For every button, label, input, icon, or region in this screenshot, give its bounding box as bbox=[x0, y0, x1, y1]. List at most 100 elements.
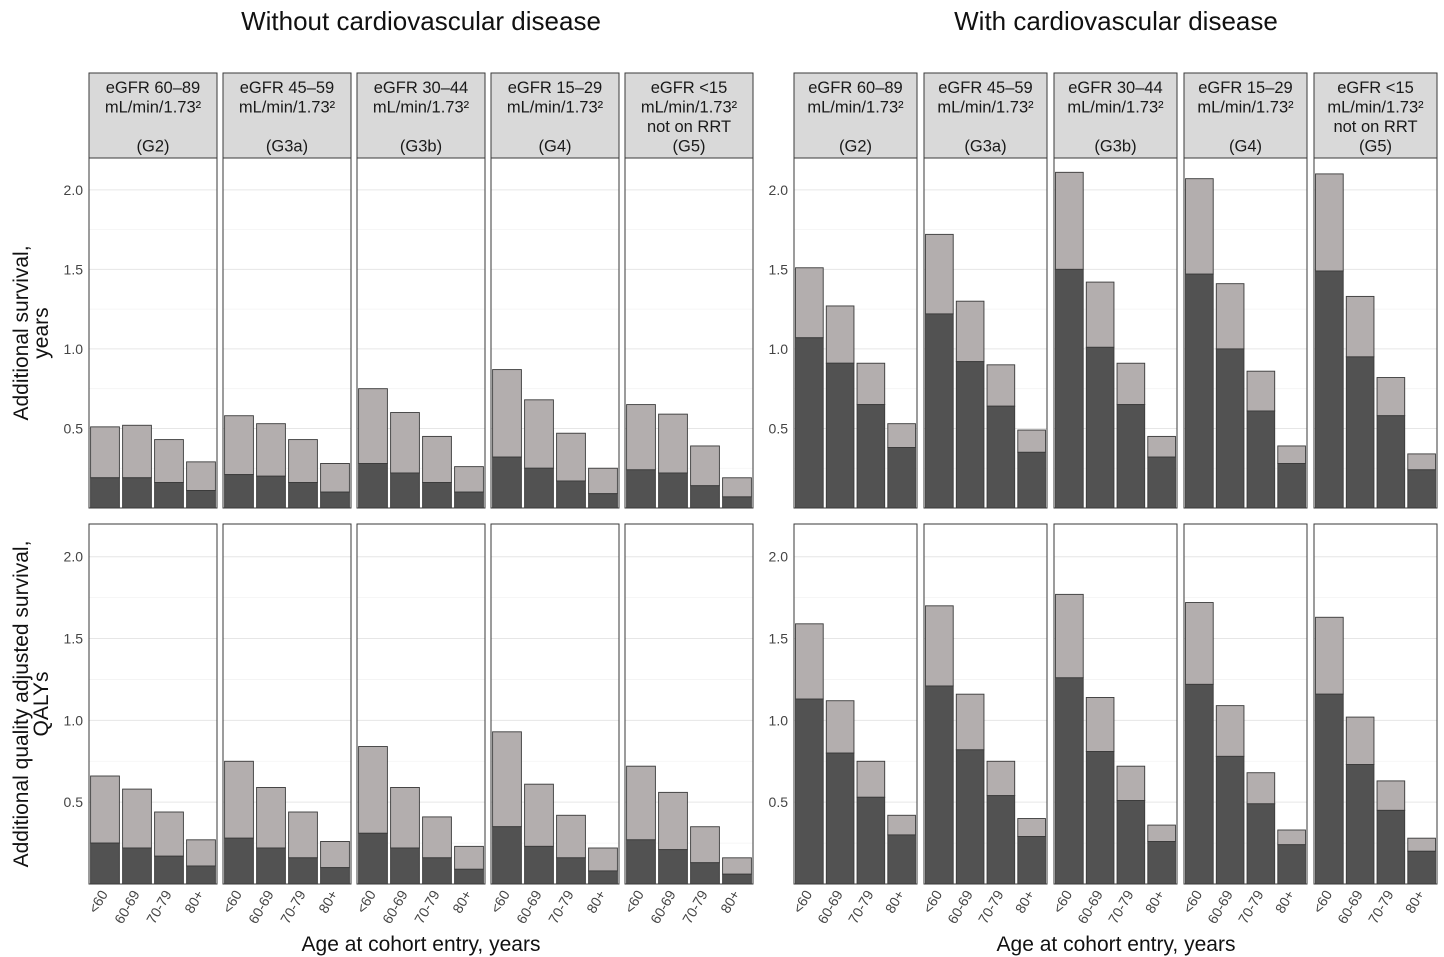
bar-segment-dark bbox=[154, 482, 184, 509]
bar-segment-dark bbox=[722, 873, 752, 885]
bar-segment-dark bbox=[1246, 803, 1276, 885]
bar-segment-dark bbox=[90, 842, 120, 885]
bar-segment-light bbox=[422, 435, 452, 483]
bar-segment-dark bbox=[722, 496, 752, 509]
bar-segment-dark bbox=[690, 485, 720, 509]
strip-label-line: mL/min/1.73² bbox=[105, 99, 202, 117]
x-tick-label: 60-69 bbox=[111, 887, 143, 926]
bar-segment-dark bbox=[224, 837, 254, 885]
x-tick-label: 80+ bbox=[583, 887, 609, 916]
bar-segment-dark bbox=[556, 480, 586, 509]
bar-segment-light bbox=[955, 693, 985, 751]
strip-label-line: (G3b) bbox=[1094, 138, 1136, 156]
x-tick-label: <60 bbox=[487, 887, 513, 916]
bar-segment-light bbox=[524, 783, 554, 847]
bar-segment-light bbox=[1185, 602, 1214, 685]
group-title-without-cvd: Without cardiovascular disease bbox=[241, 6, 601, 36]
bar-segment-light bbox=[925, 233, 954, 315]
bar-segment-light bbox=[588, 847, 618, 872]
bar-segment-light bbox=[1055, 593, 1084, 679]
bar-segment-light bbox=[122, 788, 152, 849]
bar-segment-dark bbox=[1185, 273, 1214, 509]
panel-border bbox=[356, 523, 486, 885]
bar-segment-dark bbox=[1277, 844, 1306, 885]
strip-label-line: (G5) bbox=[1359, 138, 1392, 156]
bar-segment-dark bbox=[825, 362, 855, 509]
y-tick-label: 1.5 bbox=[769, 631, 789, 647]
x-tick-label: <60 bbox=[621, 887, 647, 916]
x-tick-label: 60-69 bbox=[1074, 887, 1106, 926]
y-tick-label: 0.5 bbox=[64, 420, 84, 436]
bar-segment-dark bbox=[1407, 850, 1436, 885]
y-axis-title-line: Additional survival, bbox=[10, 245, 33, 420]
bar-segment-light bbox=[1345, 295, 1375, 358]
facet-strip-without-cvd-g5 bbox=[624, 72, 754, 159]
bar-segment-dark bbox=[358, 832, 388, 885]
panel-border bbox=[356, 157, 486, 509]
bar-segment-light bbox=[986, 364, 1016, 407]
y-tick-label: 2.0 bbox=[64, 182, 84, 198]
panel-border bbox=[793, 523, 918, 885]
bar-segment-light bbox=[90, 775, 120, 844]
bar-segment-light bbox=[690, 826, 720, 864]
bar-segment-dark bbox=[1246, 410, 1276, 509]
panel-border bbox=[793, 157, 918, 509]
bar-segment-dark bbox=[1215, 755, 1245, 885]
x-axis-title: Age at cohort entry, years bbox=[302, 933, 541, 956]
bar-segment-light bbox=[1246, 370, 1276, 412]
strip-label-line: eGFR 30–44 bbox=[374, 79, 468, 97]
bar-segment-light bbox=[1147, 435, 1176, 458]
bar-segment-light bbox=[524, 399, 554, 469]
x-tick-label: <60 bbox=[919, 887, 945, 916]
bar-segment-dark bbox=[1407, 469, 1436, 509]
bar-segment-light bbox=[422, 816, 452, 859]
x-tick-label: 60-69 bbox=[814, 887, 846, 926]
x-axis-title: Age at cohort entry, years bbox=[997, 933, 1236, 956]
bar-segment-light bbox=[887, 814, 916, 836]
bar-segment-light bbox=[320, 463, 350, 493]
bar-segment-light bbox=[390, 412, 420, 474]
panel-border bbox=[1053, 523, 1178, 885]
bar-segment-dark bbox=[690, 862, 720, 885]
bar-segment-light bbox=[795, 623, 824, 700]
bar-segment-dark bbox=[288, 857, 318, 885]
strip-label-line: (G3b) bbox=[400, 138, 442, 156]
bar-segment-dark bbox=[1345, 764, 1375, 885]
x-tick-label: 80+ bbox=[882, 887, 908, 916]
bar-segment-light bbox=[358, 388, 388, 464]
x-tick-label: <60 bbox=[353, 887, 379, 916]
bar-segment-light bbox=[1055, 171, 1084, 270]
y-tick-label: 1.0 bbox=[769, 341, 789, 357]
facet-strip-with-cvd-g5 bbox=[1313, 72, 1438, 159]
y-tick-label: 2.0 bbox=[769, 182, 789, 198]
x-tick-label: 60-69 bbox=[647, 887, 679, 926]
bar-segment-dark bbox=[1085, 751, 1115, 885]
panel-border bbox=[1183, 157, 1308, 509]
y-tick-label: 0.5 bbox=[769, 420, 789, 436]
y-axis-title-line: QALYs bbox=[30, 672, 53, 737]
bar-segment-light bbox=[556, 814, 586, 859]
bar-segment-light bbox=[1407, 453, 1436, 471]
strip-label-line: (G2) bbox=[839, 138, 872, 156]
bar-segment-light bbox=[224, 760, 254, 839]
bar-segment-dark bbox=[320, 867, 350, 885]
bar-segment-light bbox=[626, 404, 656, 471]
bar-segment-light bbox=[1345, 716, 1375, 765]
bar-segment-dark bbox=[1055, 268, 1084, 509]
x-tick-label: 70-79 bbox=[679, 887, 711, 926]
panel-border bbox=[923, 157, 1048, 509]
bar-segment-light bbox=[722, 857, 752, 875]
group-title-with-cvd: With cardiovascular disease bbox=[954, 6, 1278, 36]
bar-segment-light bbox=[1147, 824, 1176, 842]
bar-segment-dark bbox=[986, 405, 1016, 509]
x-tick-label: 70-79 bbox=[411, 887, 443, 926]
bar-segment-light bbox=[986, 760, 1016, 797]
bar-segment-light bbox=[1315, 616, 1344, 695]
panel-border bbox=[490, 523, 620, 885]
bar-segment-dark bbox=[1085, 346, 1115, 509]
bar-segment-dark bbox=[1017, 836, 1046, 885]
bar-segment-dark bbox=[556, 857, 586, 885]
strip-label-line: eGFR <15 bbox=[651, 79, 728, 97]
y-tick-label: 1.0 bbox=[64, 712, 84, 728]
